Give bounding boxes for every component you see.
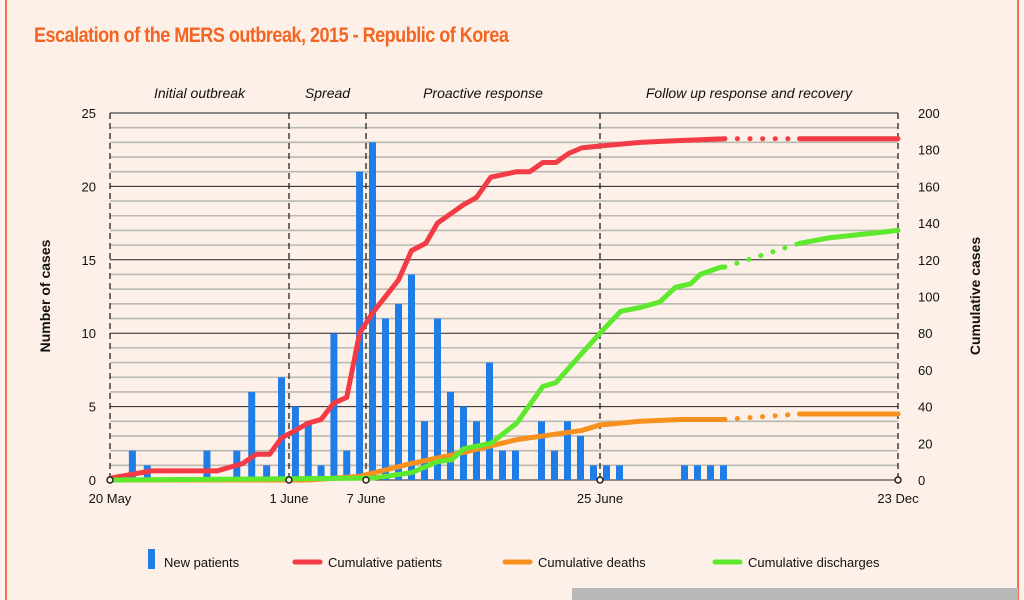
y-tick-label: 25 bbox=[82, 106, 96, 121]
source-box bbox=[572, 588, 1018, 600]
bar-new-patients bbox=[681, 465, 688, 480]
bar-new-patients bbox=[128, 450, 136, 480]
y2-tick-label: 20 bbox=[918, 436, 932, 451]
bar-new-patients bbox=[720, 465, 727, 480]
phase-label: Proactive response bbox=[423, 85, 543, 101]
x-tick-marker bbox=[362, 476, 370, 484]
bar-new-patients bbox=[577, 435, 584, 480]
bar-new-patients bbox=[616, 465, 623, 480]
bar-new-patients bbox=[317, 465, 325, 480]
bar-new-patients bbox=[512, 450, 519, 480]
bar-new-patients bbox=[590, 465, 597, 480]
bar-new-patients bbox=[434, 318, 441, 480]
bar-new-patients bbox=[263, 465, 271, 480]
phase-label: Follow up response and recovery bbox=[646, 85, 853, 101]
bar-new-patients bbox=[203, 450, 211, 480]
y2-tick-label: 180 bbox=[918, 143, 940, 158]
y-tick-label: 5 bbox=[89, 400, 96, 415]
bar-new-patients bbox=[278, 377, 286, 480]
y-axis-label: Number of cases bbox=[37, 239, 53, 352]
legend-label: Cumulative patients bbox=[328, 555, 443, 570]
legend-label: Cumulative deaths bbox=[538, 555, 646, 570]
bar-new-patients bbox=[248, 391, 256, 480]
bar-new-patients bbox=[395, 303, 402, 480]
x-tick-label: 7 June bbox=[346, 491, 385, 506]
bar-new-patients bbox=[382, 318, 389, 480]
bar-new-patients bbox=[304, 421, 312, 480]
bar-new-patients bbox=[408, 274, 415, 480]
bar-new-patients bbox=[460, 406, 467, 480]
phase-label: Spread bbox=[305, 85, 351, 101]
bar-new-patients bbox=[694, 465, 701, 480]
y-tick-label: 0 bbox=[89, 473, 96, 488]
x-tick-label: 1 June bbox=[269, 491, 308, 506]
chart-title: Escalation of the MERS outbreak, 2015 - … bbox=[34, 24, 509, 47]
bar-new-patients bbox=[551, 450, 558, 480]
frame-right-border bbox=[1017, 0, 1019, 600]
bar-new-patients bbox=[421, 421, 428, 480]
y2-tick-label: 140 bbox=[918, 216, 940, 231]
bar-new-patients bbox=[603, 465, 610, 480]
line-cumulative-deaths-projected bbox=[722, 411, 802, 422]
y2-tick-label: 0 bbox=[918, 473, 925, 488]
bar-new-patients bbox=[447, 391, 454, 480]
line-cumulative-discharges-projected bbox=[722, 240, 802, 270]
bar-new-patients bbox=[291, 406, 299, 480]
y2-tick-label: 80 bbox=[918, 326, 932, 341]
y2-axis-label: Cumulative cases bbox=[967, 237, 983, 355]
phase-label: Initial outbreak bbox=[154, 85, 246, 101]
line-cumulative-patients bbox=[107, 136, 728, 481]
legend-label: Cumulative discharges bbox=[748, 555, 880, 570]
x-tick-label: 20 May bbox=[89, 491, 132, 506]
bar-new-patients bbox=[564, 421, 571, 480]
bar-new-patients bbox=[343, 450, 351, 480]
line-cumulative-discharges bbox=[107, 264, 728, 483]
y-tick-label: 15 bbox=[82, 253, 96, 268]
y-tick-label: 10 bbox=[82, 326, 96, 341]
x-tick-label: 25 June bbox=[577, 491, 623, 506]
bar-new-patients bbox=[356, 171, 364, 480]
legend-label: New patients bbox=[164, 555, 240, 570]
line-cumulative-discharges-later bbox=[796, 227, 901, 246]
x-tick-marker bbox=[596, 476, 604, 484]
y-tick-label: 20 bbox=[82, 179, 96, 194]
y2-tick-label: 100 bbox=[918, 290, 940, 305]
y2-tick-label: 40 bbox=[918, 400, 932, 415]
bar-new-patients bbox=[707, 465, 714, 480]
x-tick-label: 23 Dec bbox=[877, 491, 919, 506]
bar-new-patients bbox=[538, 421, 545, 480]
y2-tick-label: 200 bbox=[918, 106, 940, 121]
x-tick-marker bbox=[894, 476, 902, 484]
x-tick-marker bbox=[106, 476, 114, 484]
x-tick-marker bbox=[285, 476, 293, 484]
frame-left-border bbox=[5, 0, 7, 600]
bar-new-patients bbox=[499, 450, 506, 480]
y2-tick-label: 120 bbox=[918, 253, 940, 268]
y2-tick-label: 60 bbox=[918, 363, 932, 378]
legend-swatch-bars bbox=[148, 549, 155, 569]
y2-tick-label: 160 bbox=[918, 179, 940, 194]
bar-new-patients bbox=[486, 362, 493, 480]
